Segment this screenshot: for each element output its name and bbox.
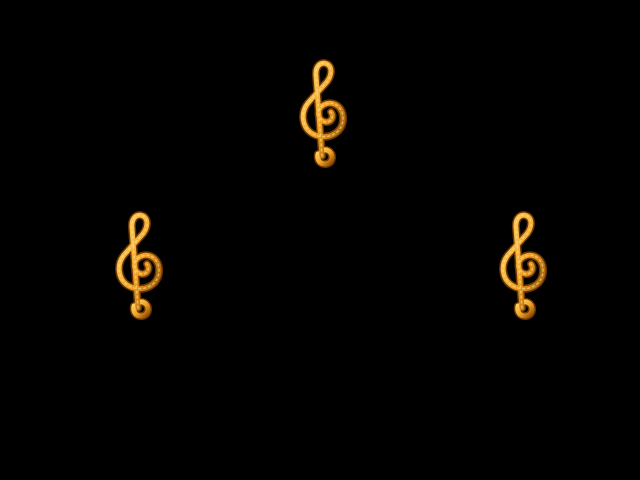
treble-clef-icon[interactable] [492, 210, 550, 322]
treble-clef-icon[interactable] [108, 210, 166, 322]
treble-clef-icon[interactable] [292, 58, 350, 170]
